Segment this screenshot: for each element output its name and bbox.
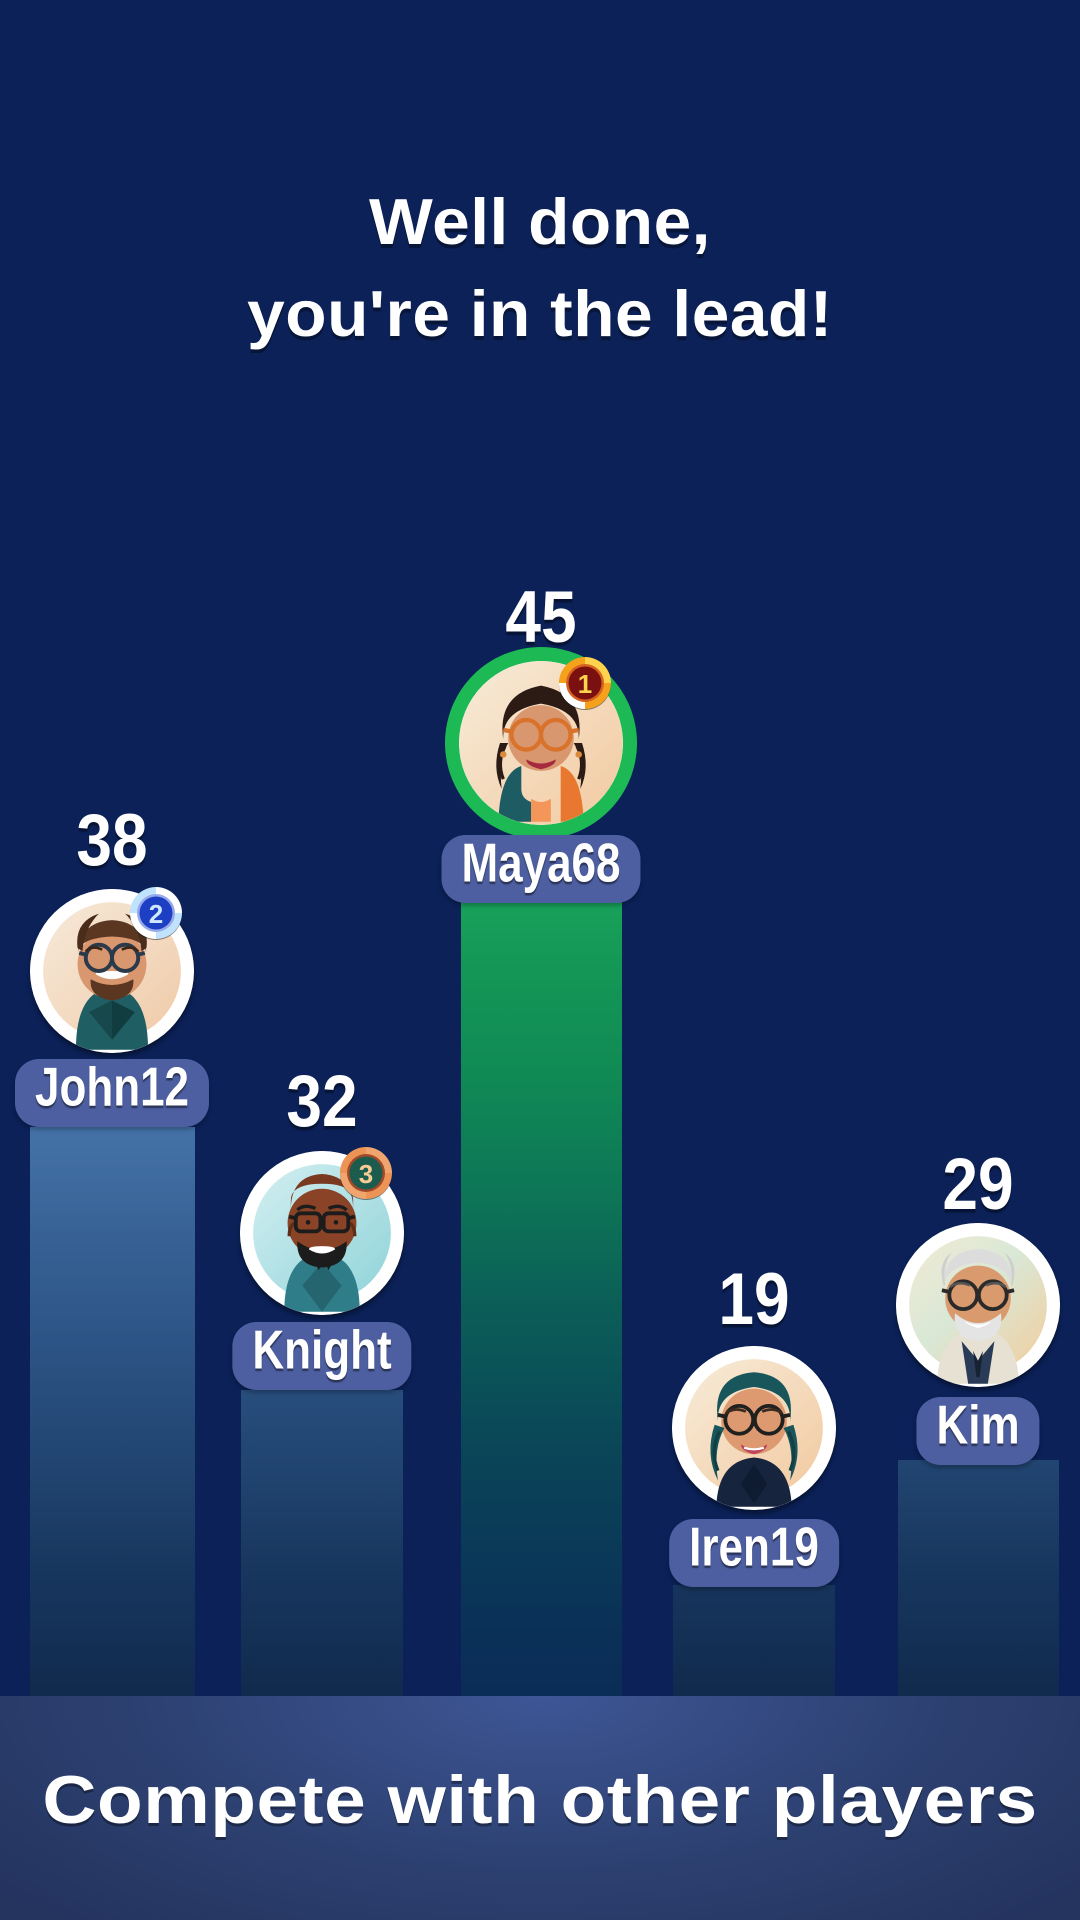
svg-text:3: 3 xyxy=(359,1159,373,1189)
svg-text:2: 2 xyxy=(149,899,163,929)
svg-text:1: 1 xyxy=(578,669,592,699)
